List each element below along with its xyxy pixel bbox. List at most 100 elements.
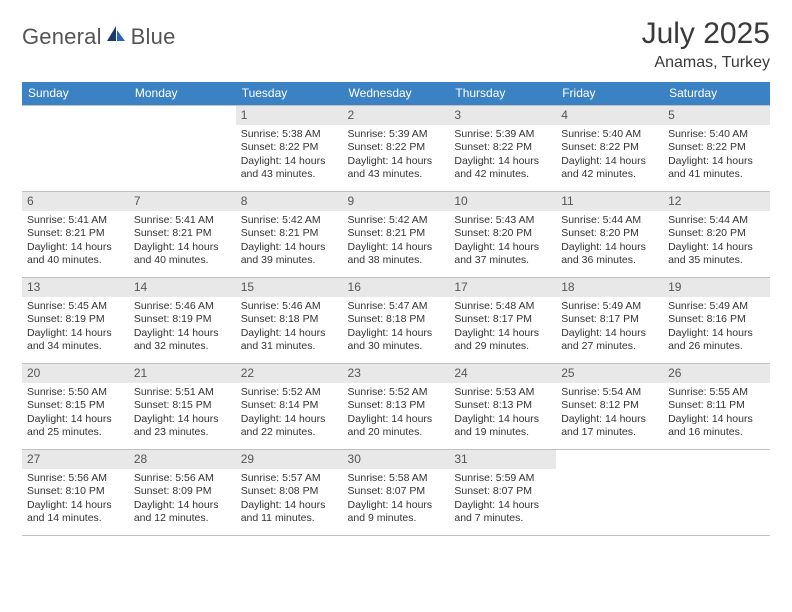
day-details: Sunrise: 5:47 AMSunset: 8:18 PMDaylight:… (343, 297, 450, 359)
day-number: 16 (343, 278, 450, 297)
daylight-text: Daylight: 14 hours (348, 413, 445, 427)
sunrise-text: Sunrise: 5:49 AM (561, 300, 658, 314)
calendar-cell: 16Sunrise: 5:47 AMSunset: 8:18 PMDayligh… (343, 277, 450, 363)
day-details: Sunrise: 5:51 AMSunset: 8:15 PMDaylight:… (129, 383, 236, 445)
day-details: Sunrise: 5:43 AMSunset: 8:20 PMDaylight:… (449, 211, 556, 273)
day-details: Sunrise: 5:59 AMSunset: 8:07 PMDaylight:… (449, 469, 556, 531)
daylight-text: and 27 minutes. (561, 340, 658, 354)
sunrise-text: Sunrise: 5:56 AM (134, 472, 231, 486)
day-details: Sunrise: 5:50 AMSunset: 8:15 PMDaylight:… (22, 383, 129, 445)
day-number: 26 (663, 364, 770, 383)
day-details: Sunrise: 5:41 AMSunset: 8:21 PMDaylight:… (129, 211, 236, 273)
calendar-cell: 29Sunrise: 5:57 AMSunset: 8:08 PMDayligh… (236, 449, 343, 535)
sunrise-text: Sunrise: 5:56 AM (27, 472, 124, 486)
day-number: 14 (129, 278, 236, 297)
calendar-cell: 8Sunrise: 5:42 AMSunset: 8:21 PMDaylight… (236, 191, 343, 277)
sunrise-text: Sunrise: 5:55 AM (668, 386, 765, 400)
daylight-text: Daylight: 14 hours (27, 413, 124, 427)
day-number: 25 (556, 364, 663, 383)
day-details: Sunrise: 5:54 AMSunset: 8:12 PMDaylight:… (556, 383, 663, 445)
calendar-cell: 20Sunrise: 5:50 AMSunset: 8:15 PMDayligh… (22, 363, 129, 449)
daylight-text: Daylight: 14 hours (27, 241, 124, 255)
day-details: Sunrise: 5:52 AMSunset: 8:13 PMDaylight:… (343, 383, 450, 445)
daylight-text: Daylight: 14 hours (454, 241, 551, 255)
weekday-header: Saturday (663, 82, 770, 106)
daylight-text: and 31 minutes. (241, 340, 338, 354)
daylight-text: and 14 minutes. (27, 512, 124, 526)
daylight-text: Daylight: 14 hours (348, 327, 445, 341)
calendar-cell: 4Sunrise: 5:40 AMSunset: 8:22 PMDaylight… (556, 105, 663, 191)
weekday-header: Sunday (22, 82, 129, 106)
sunset-text: Sunset: 8:08 PM (241, 485, 338, 499)
sunset-text: Sunset: 8:20 PM (668, 227, 765, 241)
day-details: Sunrise: 5:49 AMSunset: 8:17 PMDaylight:… (556, 297, 663, 359)
daylight-text: Daylight: 14 hours (454, 327, 551, 341)
daylight-text: and 38 minutes. (348, 254, 445, 268)
logo-sail-icon (104, 24, 129, 50)
day-details: Sunrise: 5:44 AMSunset: 8:20 PMDaylight:… (663, 211, 770, 273)
sunset-text: Sunset: 8:14 PM (241, 399, 338, 413)
daylight-text: Daylight: 14 hours (134, 241, 231, 255)
day-number: 27 (22, 450, 129, 469)
day-details: Sunrise: 5:46 AMSunset: 8:18 PMDaylight:… (236, 297, 343, 359)
sunset-text: Sunset: 8:13 PM (454, 399, 551, 413)
calendar-cell: 7Sunrise: 5:41 AMSunset: 8:21 PMDaylight… (129, 191, 236, 277)
sunrise-text: Sunrise: 5:59 AM (454, 472, 551, 486)
daylight-text: Daylight: 14 hours (348, 241, 445, 255)
day-number: 7 (129, 192, 236, 211)
sunrise-text: Sunrise: 5:50 AM (27, 386, 124, 400)
day-details: Sunrise: 5:42 AMSunset: 8:21 PMDaylight:… (343, 211, 450, 273)
sunset-text: Sunset: 8:20 PM (561, 227, 658, 241)
calendar-table: Sunday Monday Tuesday Wednesday Thursday… (22, 82, 770, 536)
day-number: 24 (449, 364, 556, 383)
calendar-cell: 18Sunrise: 5:49 AMSunset: 8:17 PMDayligh… (556, 277, 663, 363)
daylight-text: Daylight: 14 hours (27, 327, 124, 341)
logo-word-2: Blue (131, 24, 176, 50)
day-number: 28 (129, 450, 236, 469)
page-title: July 2025 (642, 18, 770, 50)
daylight-text: and 25 minutes. (27, 426, 124, 440)
daylight-text: and 7 minutes. (454, 512, 551, 526)
logo-word-1: General (22, 24, 102, 50)
daylight-text: and 40 minutes. (134, 254, 231, 268)
sunrise-text: Sunrise: 5:58 AM (348, 472, 445, 486)
day-details: Sunrise: 5:53 AMSunset: 8:13 PMDaylight:… (449, 383, 556, 445)
calendar-week-row: 13Sunrise: 5:45 AMSunset: 8:19 PMDayligh… (22, 277, 770, 363)
daylight-text: Daylight: 14 hours (241, 327, 338, 341)
sunrise-text: Sunrise: 5:52 AM (348, 386, 445, 400)
daylight-text: Daylight: 14 hours (134, 413, 231, 427)
header-bar: General Blue July 2025 Anamas, Turkey (22, 18, 770, 72)
daylight-text: and 12 minutes. (134, 512, 231, 526)
day-details: Sunrise: 5:38 AMSunset: 8:22 PMDaylight:… (236, 125, 343, 187)
daylight-text: and 34 minutes. (27, 340, 124, 354)
daylight-text: Daylight: 14 hours (241, 155, 338, 169)
calendar-cell (663, 449, 770, 535)
calendar-cell: 15Sunrise: 5:46 AMSunset: 8:18 PMDayligh… (236, 277, 343, 363)
weekday-header: Tuesday (236, 82, 343, 106)
calendar-cell: 26Sunrise: 5:55 AMSunset: 8:11 PMDayligh… (663, 363, 770, 449)
daylight-text: and 42 minutes. (454, 168, 551, 182)
calendar-cell: 13Sunrise: 5:45 AMSunset: 8:19 PMDayligh… (22, 277, 129, 363)
day-number: 11 (556, 192, 663, 211)
sunset-text: Sunset: 8:22 PM (561, 141, 658, 155)
calendar-cell: 6Sunrise: 5:41 AMSunset: 8:21 PMDaylight… (22, 191, 129, 277)
daylight-text: Daylight: 14 hours (561, 155, 658, 169)
daylight-text: and 40 minutes. (27, 254, 124, 268)
day-details: Sunrise: 5:39 AMSunset: 8:22 PMDaylight:… (449, 125, 556, 187)
daylight-text: Daylight: 14 hours (561, 241, 658, 255)
daylight-text: and 30 minutes. (348, 340, 445, 354)
daylight-text: Daylight: 14 hours (348, 155, 445, 169)
calendar-cell: 27Sunrise: 5:56 AMSunset: 8:10 PMDayligh… (22, 449, 129, 535)
sunset-text: Sunset: 8:18 PM (348, 313, 445, 327)
sunset-text: Sunset: 8:09 PM (134, 485, 231, 499)
sunset-text: Sunset: 8:19 PM (27, 313, 124, 327)
daylight-text: and 36 minutes. (561, 254, 658, 268)
sunrise-text: Sunrise: 5:46 AM (134, 300, 231, 314)
logo: General Blue (22, 18, 176, 50)
calendar-cell: 22Sunrise: 5:52 AMSunset: 8:14 PMDayligh… (236, 363, 343, 449)
daylight-text: Daylight: 14 hours (241, 413, 338, 427)
day-number: 17 (449, 278, 556, 297)
daylight-text: Daylight: 14 hours (668, 155, 765, 169)
daylight-text: and 39 minutes. (241, 254, 338, 268)
daylight-text: and 37 minutes. (454, 254, 551, 268)
